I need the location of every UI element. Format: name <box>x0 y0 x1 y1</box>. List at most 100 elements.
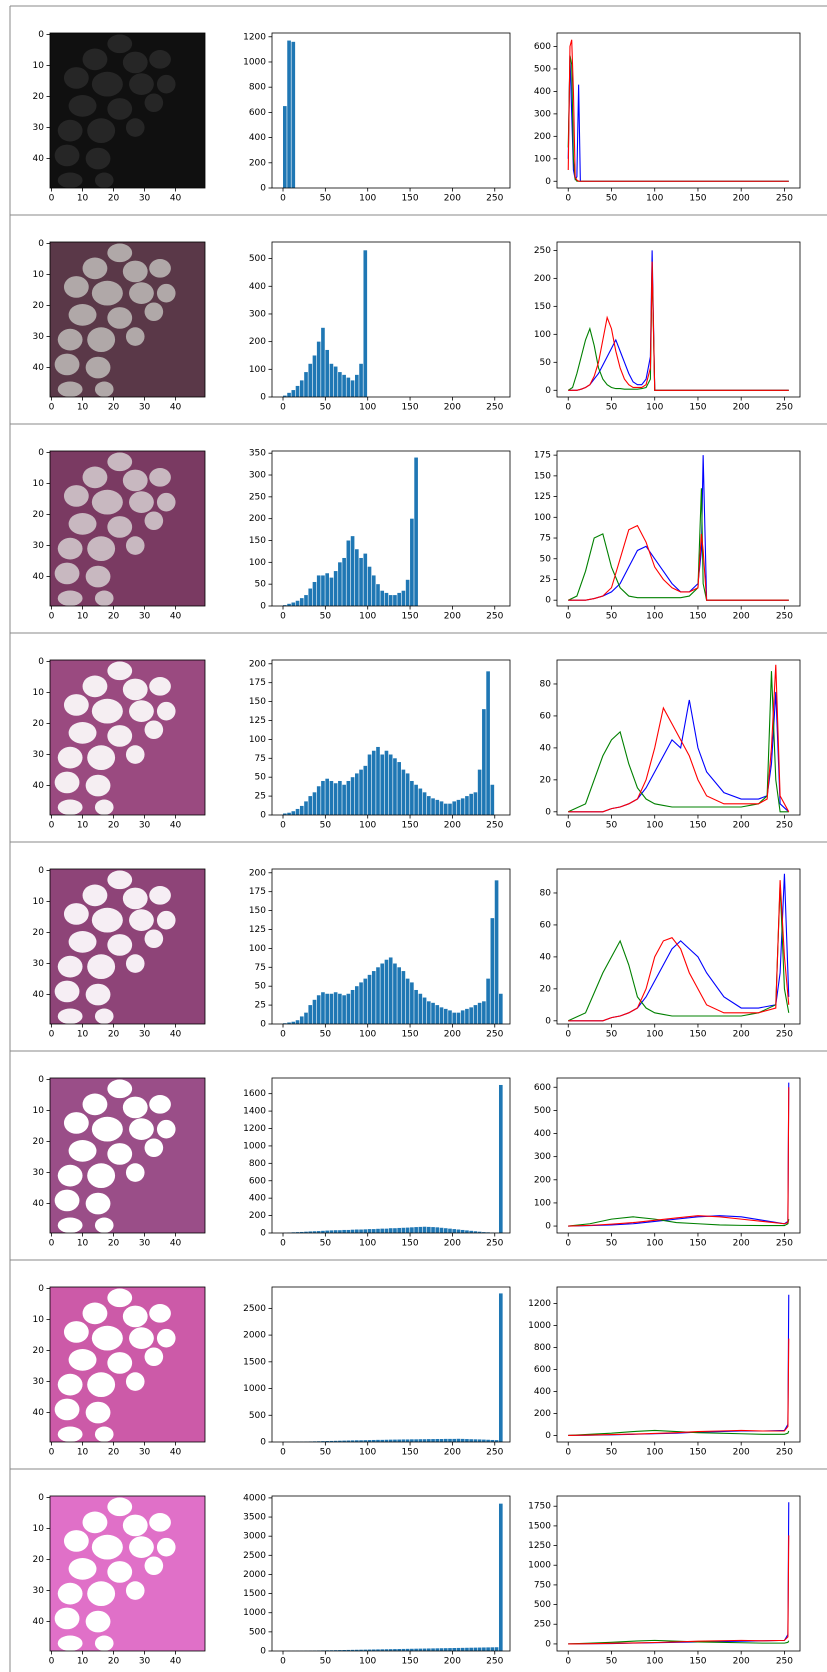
histogram-bar <box>410 982 414 1024</box>
histogram-bar <box>482 1439 486 1442</box>
histogram-bar <box>338 372 342 397</box>
x-tick-label: 200 <box>733 1657 750 1667</box>
y-tick-label: 2000 <box>243 1570 266 1580</box>
y-tick-label: 10 <box>33 1524 45 1534</box>
histogram-bar <box>333 571 338 606</box>
image-blob <box>85 774 111 797</box>
image-blob <box>63 1530 89 1552</box>
histogram-bar <box>490 918 495 1024</box>
image-blob <box>68 95 97 117</box>
histogram-bar <box>321 780 325 815</box>
histogram-bar <box>401 590 406 606</box>
histogram-bar <box>435 1227 440 1233</box>
y-tick-label: 0 <box>545 807 551 817</box>
histogram-bar <box>376 746 380 815</box>
histogram-bar <box>321 1441 325 1442</box>
axes-frame <box>49 868 206 1025</box>
x-tick-label: 150 <box>689 1030 706 1040</box>
x-tick-label: 40 <box>170 1030 182 1040</box>
histogram-bar <box>410 1227 414 1233</box>
y-tick-label: 10 <box>33 270 45 280</box>
image-blob <box>85 983 111 1006</box>
histogram-bar <box>342 784 346 815</box>
plot-area <box>50 33 205 188</box>
histogram-bar <box>473 792 478 815</box>
histogram-bar <box>312 355 317 397</box>
image-blob <box>57 1217 83 1233</box>
axes-frame <box>49 32 206 189</box>
image-blob <box>82 884 108 907</box>
x-tick-label: 100 <box>359 1239 376 1249</box>
histogram-bar <box>494 1440 499 1442</box>
plot-area <box>50 242 205 397</box>
y-tick-label: 1500 <box>528 1521 551 1531</box>
histogram-bar <box>329 1230 334 1233</box>
histogram-bar <box>473 1231 478 1233</box>
histogram-bar <box>325 573 329 606</box>
y-tick-label: 0 <box>38 30 44 40</box>
y-tick-label: 1000 <box>528 1321 551 1331</box>
histogram-bar <box>371 971 376 1024</box>
histogram-bar <box>295 385 300 397</box>
axes-frame <box>49 450 206 607</box>
y-tick-label: 0 <box>38 657 44 667</box>
histogram-bar <box>346 377 351 397</box>
y-tick-label: 20 <box>33 928 45 938</box>
x-tick-label: 30 <box>139 403 151 413</box>
histogram-bar <box>388 1439 393 1442</box>
histogram-bar <box>469 1647 473 1651</box>
y-tick-label: 20 <box>33 92 45 102</box>
image-blob <box>54 562 80 585</box>
histogram-bar <box>486 671 490 815</box>
image-blob <box>129 1536 154 1558</box>
x-tick-label: 10 <box>77 821 89 831</box>
y-tick-label: 500 <box>249 1627 266 1637</box>
histogram-bar <box>397 967 401 1024</box>
x-tick-label: 20 <box>108 1239 120 1249</box>
image-blob <box>149 677 171 696</box>
plot-area <box>568 1294 790 1436</box>
x-tick-label: 150 <box>401 403 418 413</box>
image-blob <box>68 1140 97 1162</box>
histogram-bar <box>380 1649 385 1651</box>
x-tick-label: 0 <box>565 1030 571 1040</box>
histogram-bar <box>342 1229 346 1233</box>
image-blob <box>122 469 148 492</box>
y-tick-label: 200 <box>249 1211 266 1221</box>
histogram-bar <box>359 363 363 397</box>
x-tick-label: 0 <box>49 1657 55 1667</box>
y-tick-label: 200 <box>249 659 266 669</box>
histogram-bar <box>393 963 397 1024</box>
image-blob <box>85 1401 111 1424</box>
image-blob <box>125 1581 145 1600</box>
axes-frame <box>271 868 511 1025</box>
histogram-bar <box>363 1229 368 1233</box>
y-tick-label: 40 <box>33 1199 45 1209</box>
image-blob <box>87 1372 116 1398</box>
histogram-bar <box>452 801 457 815</box>
histogram-bar <box>325 1441 329 1442</box>
y-tick-label: 800 <box>249 1159 266 1169</box>
image-blob <box>125 954 145 973</box>
channel-line <box>568 1082 790 1227</box>
y-tick-label: 400 <box>249 1194 266 1204</box>
histogram-bar <box>473 1005 478 1024</box>
histogram-bar <box>304 372 308 397</box>
image-blob <box>63 694 89 716</box>
histogram-bar <box>465 796 469 815</box>
y-tick-label: 1600 <box>243 1089 266 1099</box>
image-blob <box>107 516 133 538</box>
y-tick-label: 250 <box>534 1620 551 1630</box>
y-tick-label: 1000 <box>243 1608 266 1618</box>
x-tick-label: 100 <box>359 403 376 413</box>
plot-area <box>283 1503 503 1651</box>
histogram-bar <box>299 598 304 606</box>
line-chart: 0 50 100 150 200 250 0 20 40 60 80 <box>540 868 801 1040</box>
image-blob <box>149 468 171 487</box>
y-tick-label: 40 <box>33 154 45 164</box>
y-tick-label: 0 <box>545 1431 551 1441</box>
image-chart: 0 10 20 30 40 0 10 20 30 40 <box>33 448 206 622</box>
image-blob <box>54 1398 80 1421</box>
image-blob <box>57 799 83 815</box>
